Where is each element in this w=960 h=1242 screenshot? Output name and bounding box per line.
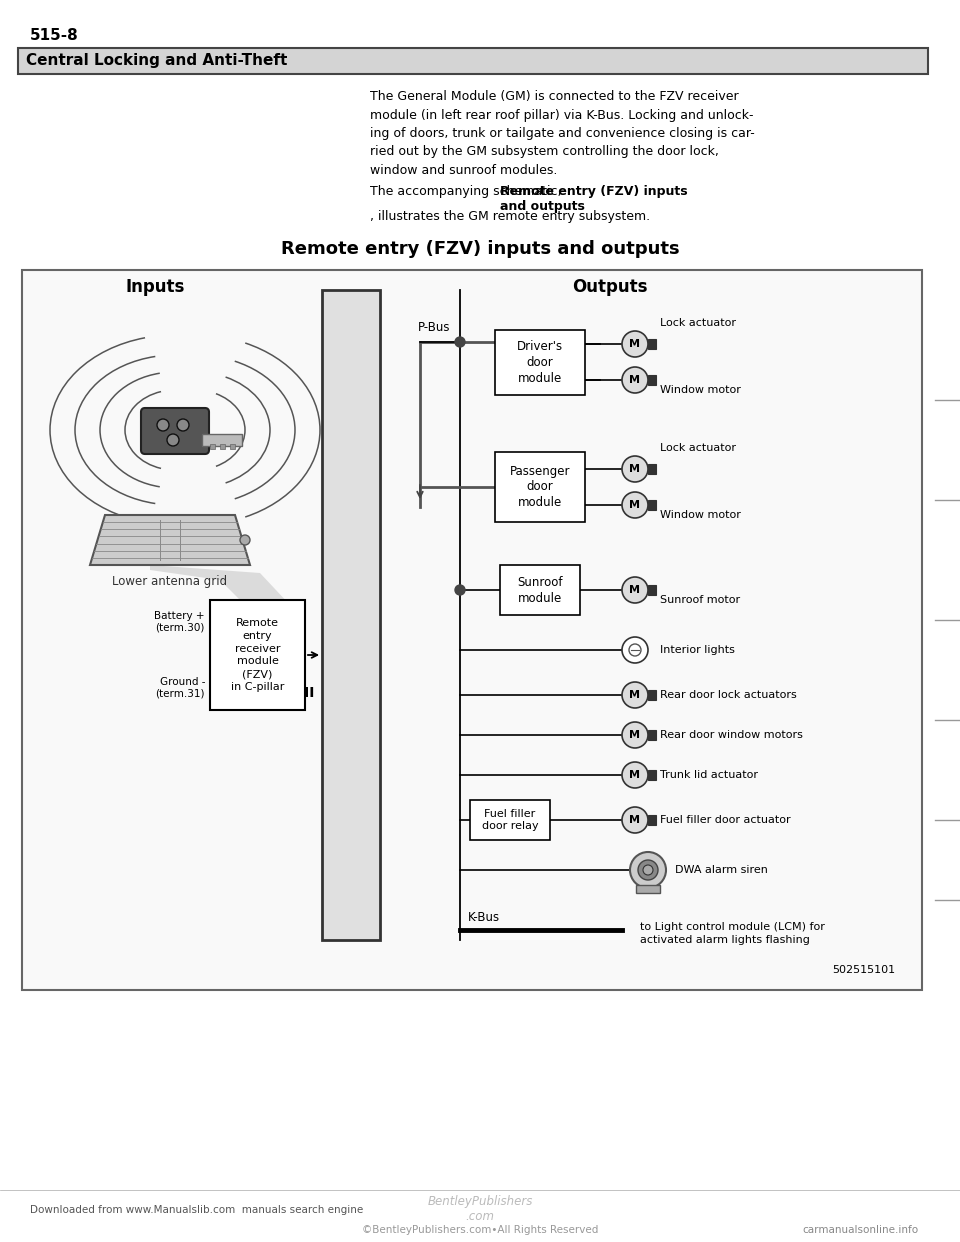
Circle shape [622,366,648,392]
Text: Battery +
(term.30): Battery + (term.30) [155,611,205,633]
Circle shape [638,859,658,881]
Text: 515-8: 515-8 [30,29,79,43]
Text: Interior lights: Interior lights [660,645,734,655]
Text: M: M [630,465,640,474]
FancyBboxPatch shape [495,452,585,522]
Circle shape [622,456,648,482]
FancyBboxPatch shape [648,375,656,385]
Text: Lock actuator: Lock actuator [660,443,736,453]
Text: , illustrates the GM remote entry subsystem.: , illustrates the GM remote entry subsys… [370,210,650,224]
Text: Downloaded from www.Manualslib.com  manuals search engine: Downloaded from www.Manualslib.com manua… [30,1205,363,1215]
Text: Lower antenna grid: Lower antenna grid [112,575,228,587]
Text: ©BentleyPublishers.com•All Rights Reserved: ©BentleyPublishers.com•All Rights Reserv… [362,1225,598,1235]
Text: Fuel filler
door relay: Fuel filler door relay [482,809,539,831]
Text: DWA alarm siren: DWA alarm siren [675,864,768,876]
Circle shape [167,433,179,446]
Text: M: M [630,375,640,385]
FancyBboxPatch shape [141,409,209,455]
Circle shape [622,332,648,356]
Text: The accompanying schematic,: The accompanying schematic, [370,185,565,197]
Text: M: M [630,501,640,510]
Circle shape [622,722,648,748]
FancyBboxPatch shape [648,339,656,349]
FancyBboxPatch shape [22,270,922,990]
FancyBboxPatch shape [500,565,580,615]
Circle shape [240,535,250,545]
FancyBboxPatch shape [495,329,585,395]
Circle shape [622,578,648,604]
Text: carmanualsonline.info: carmanualsonline.info [802,1225,918,1235]
FancyBboxPatch shape [18,48,928,75]
FancyBboxPatch shape [648,501,656,510]
Text: .com: .com [466,1210,494,1223]
FancyBboxPatch shape [648,730,656,740]
Text: to Light control module (LCM) for
activated alarm lights flashing: to Light control module (LCM) for activa… [640,922,825,945]
Text: Sunroof
module: Sunroof module [517,575,563,605]
Text: The General Module (GM) is connected to the FZV receiver
module (in left rear ro: The General Module (GM) is connected to … [370,89,755,178]
Circle shape [629,645,641,656]
Text: BentleyPublishers: BentleyPublishers [427,1195,533,1208]
FancyBboxPatch shape [322,289,380,940]
Text: Window motor: Window motor [660,510,741,520]
FancyBboxPatch shape [470,800,550,840]
Text: Passenger
door
module: Passenger door module [510,465,570,509]
Circle shape [622,637,648,663]
Text: Sunroof motor: Sunroof motor [660,595,740,605]
Polygon shape [90,515,250,565]
Circle shape [455,337,465,347]
Text: M: M [630,339,640,349]
Text: Ground -
(term.31): Ground - (term.31) [156,677,205,699]
Circle shape [630,852,666,888]
Text: Remote entry (FZV) inputs
and outputs: Remote entry (FZV) inputs and outputs [500,185,687,212]
FancyBboxPatch shape [648,691,656,700]
Text: Lock actuator: Lock actuator [660,318,736,328]
Text: Outputs: Outputs [572,278,648,296]
FancyBboxPatch shape [648,770,656,780]
FancyBboxPatch shape [202,433,242,446]
Text: Remote
entry
receiver
module
(FZV)
in C-pillar: Remote entry receiver module (FZV) in C-… [230,619,284,692]
Text: Driver's
door
module: Driver's door module [516,339,564,385]
FancyBboxPatch shape [636,886,660,893]
FancyBboxPatch shape [210,600,305,710]
Text: Inputs: Inputs [126,278,184,296]
FancyBboxPatch shape [230,443,235,450]
Text: Central Locking and Anti-Theft: Central Locking and Anti-Theft [26,53,287,68]
Text: M: M [630,730,640,740]
Text: Window motor: Window motor [660,385,741,395]
Circle shape [622,682,648,708]
Text: Trunk lid actuator: Trunk lid actuator [660,770,758,780]
Text: K-Bus: K-Bus [468,910,500,924]
Text: Rear door window motors: Rear door window motors [660,730,803,740]
Circle shape [622,807,648,833]
Circle shape [622,492,648,518]
FancyBboxPatch shape [648,585,656,595]
Text: P-Bus: P-Bus [418,320,450,334]
FancyBboxPatch shape [648,465,656,474]
Circle shape [157,419,169,431]
Text: Rear door lock actuators: Rear door lock actuators [660,691,797,700]
PathPatch shape [150,565,290,645]
Text: Fuel filler door actuator: Fuel filler door actuator [660,815,791,825]
Circle shape [643,864,653,876]
Text: 502515101: 502515101 [832,965,895,975]
Circle shape [455,585,465,595]
FancyBboxPatch shape [648,815,656,825]
FancyBboxPatch shape [220,443,225,450]
Text: M: M [630,770,640,780]
Text: M: M [630,585,640,595]
Text: GM III: GM III [269,686,314,700]
FancyBboxPatch shape [210,443,215,450]
Text: M: M [630,691,640,700]
Text: M: M [630,815,640,825]
Circle shape [177,419,189,431]
Text: Remote entry (FZV) inputs and outputs: Remote entry (FZV) inputs and outputs [280,240,680,258]
Circle shape [622,763,648,787]
